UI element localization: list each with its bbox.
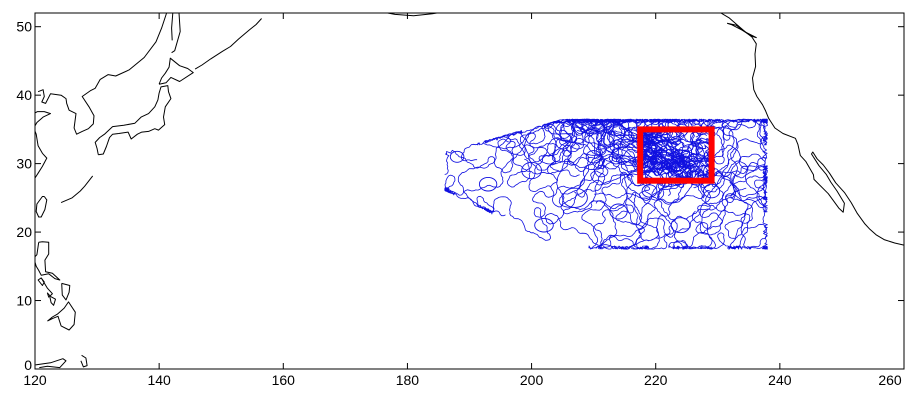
coastline-17 xyxy=(726,22,757,39)
coastline-13 xyxy=(35,358,67,369)
y-axis-ticks: 0 10 20 30 40 50 xyxy=(16,19,904,373)
coastline-15 xyxy=(384,13,440,17)
coastline-16 xyxy=(720,13,904,246)
coastline-7 xyxy=(35,111,51,179)
coastline-4 xyxy=(194,18,262,70)
trajectory-32 xyxy=(544,118,667,250)
coastline-14 xyxy=(80,354,88,368)
x-tick-label-2: 160 xyxy=(272,372,296,388)
dense-trajectory-cluster xyxy=(640,130,712,180)
y-tick-label-1: 10 xyxy=(16,293,32,309)
x-tick-label-0: 120 xyxy=(23,372,47,388)
x-tick-label-4: 200 xyxy=(520,372,544,388)
y-tick-label-3: 30 xyxy=(16,156,32,172)
plot-frame xyxy=(34,12,905,370)
y-tick-label-0: 0 xyxy=(24,357,32,373)
coastline-6 xyxy=(35,196,48,218)
trajectory-0 xyxy=(444,122,646,215)
trajectory-loop-0 xyxy=(521,161,542,180)
coastline-0 xyxy=(37,13,168,135)
coastline-1 xyxy=(94,85,172,156)
coastline-2 xyxy=(158,57,194,85)
coastline-layer xyxy=(35,13,904,369)
trajectory-loop-8 xyxy=(585,150,602,164)
trajectory-loop-2 xyxy=(562,187,588,208)
trajectory-loop-3 xyxy=(609,203,628,220)
coastline-9 xyxy=(37,277,56,306)
trajectory-loop-7 xyxy=(534,217,554,233)
trajectory-17 xyxy=(460,118,651,169)
trajectory-loop-9 xyxy=(449,150,465,163)
trajectory-19 xyxy=(703,173,768,250)
x-tick-label-3: 180 xyxy=(396,372,420,388)
coastline-11 xyxy=(47,301,76,331)
coastline-5 xyxy=(60,175,94,204)
trajectory-28 xyxy=(588,157,683,250)
y-tick-label-4: 40 xyxy=(16,87,32,103)
trajectory-loop-6 xyxy=(703,183,721,199)
trajectory-27 xyxy=(528,118,684,171)
trajectory-21 xyxy=(444,130,645,208)
highlight-region xyxy=(637,126,715,184)
trajectory-loop-1 xyxy=(478,176,498,192)
x-tick-label-7: 260 xyxy=(878,372,902,388)
x-tick-label-6: 240 xyxy=(768,372,792,388)
trajectory-loop-4 xyxy=(641,184,658,198)
y-tick-label-2: 20 xyxy=(16,224,32,240)
trajectory-24 xyxy=(558,155,696,250)
y-tick-label-5: 50 xyxy=(16,19,32,35)
coastline-10 xyxy=(61,282,71,301)
coastline-3 xyxy=(171,13,181,54)
trajectory-26 xyxy=(444,119,642,196)
x-axis-ticks: 120 140 160 180 200 220 240 260 xyxy=(23,13,905,388)
x-tick-label-1: 140 xyxy=(147,372,171,388)
x-tick-label-5: 220 xyxy=(644,372,668,388)
highlight-box xyxy=(637,126,715,184)
trajectory-loop-5 xyxy=(670,217,691,234)
trajectory-18 xyxy=(692,118,757,193)
coastline-8 xyxy=(35,241,61,281)
trajectory-15 xyxy=(483,118,652,241)
